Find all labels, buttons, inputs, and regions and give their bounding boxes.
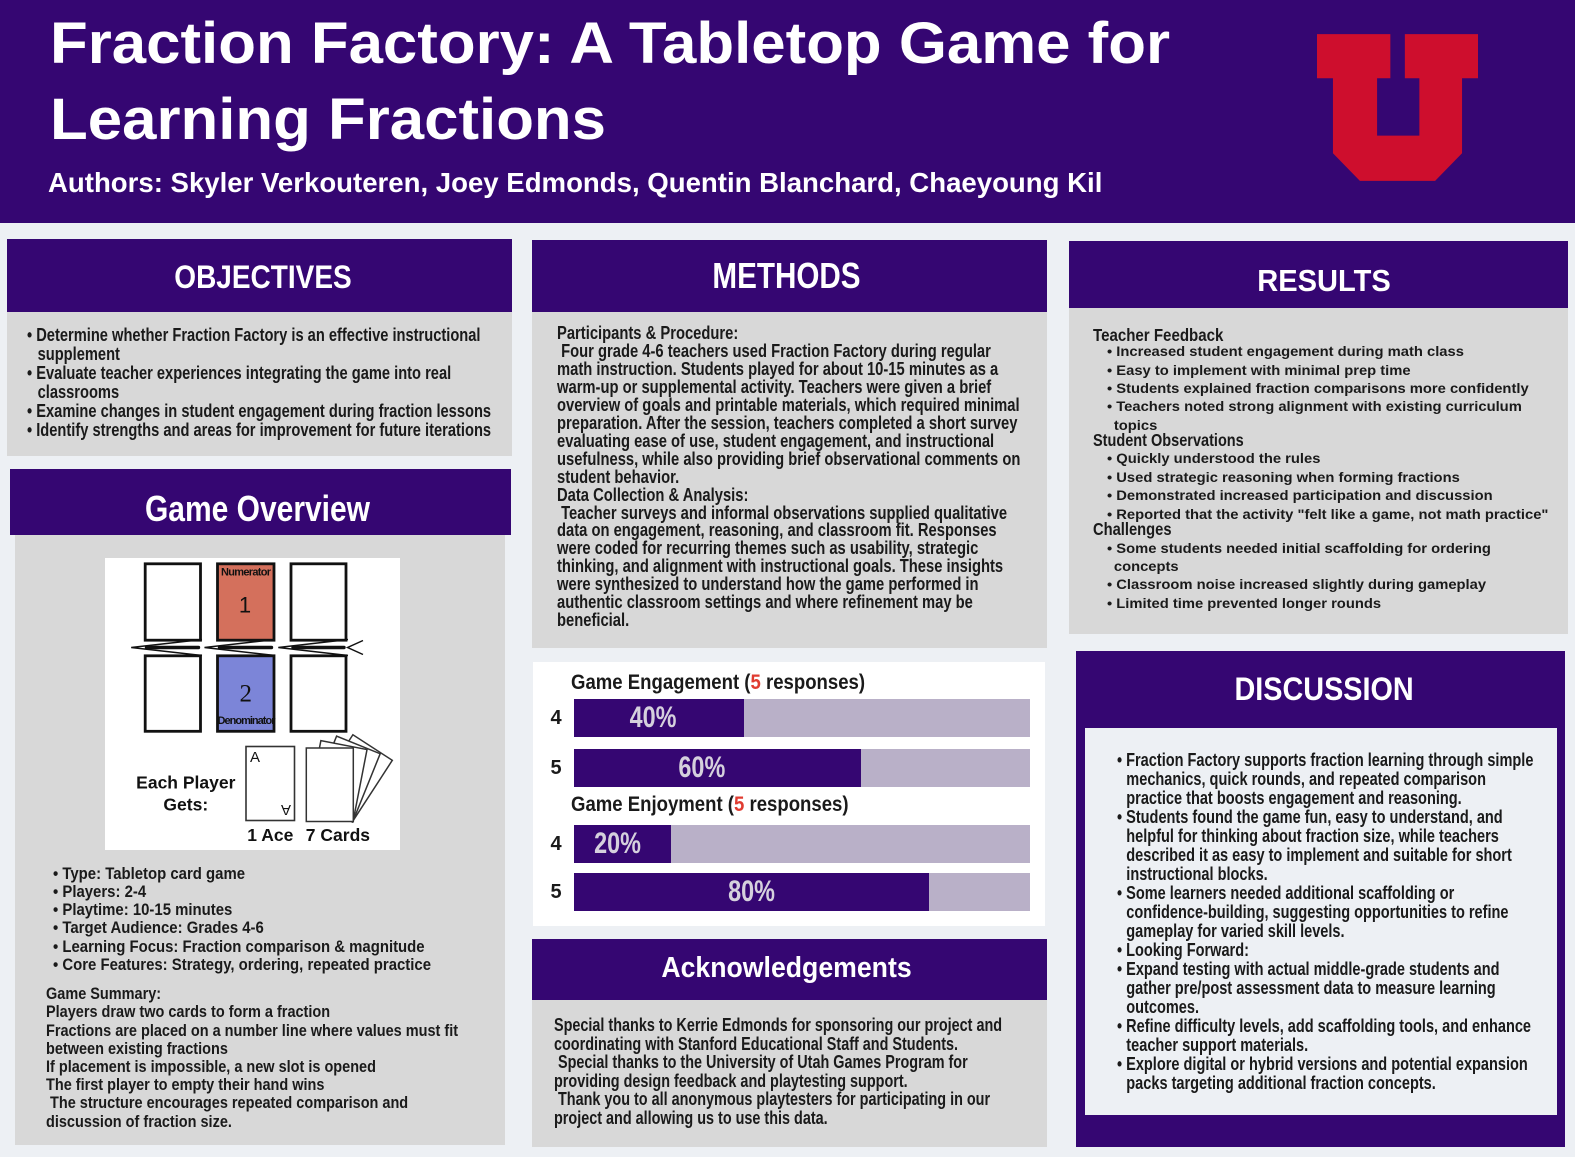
svg-text:Denominator: Denominator <box>218 715 277 727</box>
svg-text:2: 2 <box>240 680 253 707</box>
svg-text:Gets:: Gets: <box>163 795 208 815</box>
svg-text:1 Ace: 1 Ace <box>247 825 293 845</box>
svg-text:A: A <box>281 801 291 818</box>
svg-text:1: 1 <box>239 593 251 618</box>
svg-text:A: A <box>250 749 260 766</box>
svg-text:Each Player: Each Player <box>136 773 235 793</box>
svg-text:Numerator: Numerator <box>221 567 272 579</box>
svg-text:7 Cards: 7 Cards <box>306 825 370 845</box>
